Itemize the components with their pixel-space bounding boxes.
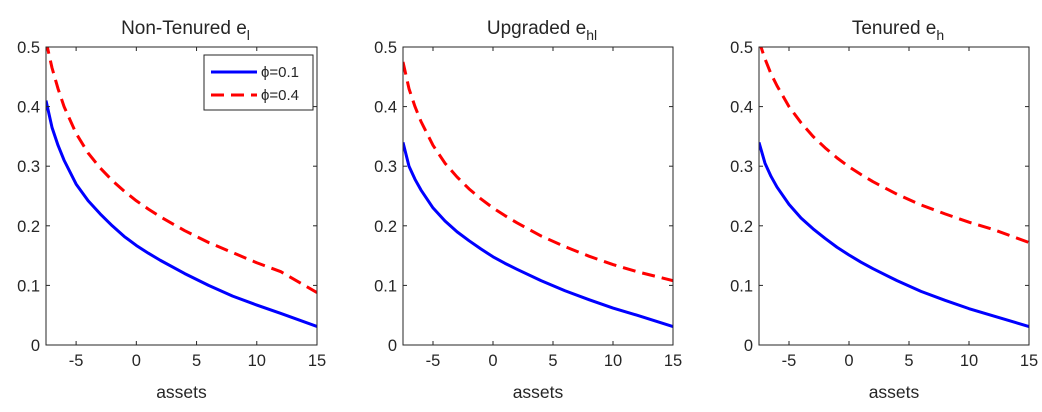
- y-tick-label: 0.2: [374, 218, 397, 236]
- y-tick-label: 0.5: [374, 39, 397, 57]
- y-tick-label: 0.3: [17, 158, 40, 176]
- x-axis-label: assets: [156, 382, 207, 402]
- panel-title: Non-Tenured el: [121, 18, 250, 43]
- x-tick-label: 0: [844, 352, 853, 370]
- y-tick-label: 0: [31, 337, 40, 355]
- panel-title-main: Upgraded e: [487, 18, 586, 39]
- y-tick-label: 0: [744, 337, 753, 355]
- legend-label-1: ϕ=0.1: [261, 64, 299, 81]
- axes-box: [402, 46, 674, 346]
- panel-3: -5 0 5 10 15 0 0.1 0.2 0.3 0.4 0.5 assets Tenured eh: [730, 18, 1038, 402]
- y-tick-label: 0.3: [374, 158, 397, 176]
- series-line-phi-0-1: [759, 141, 1029, 328]
- x-tick-label: 10: [248, 352, 266, 370]
- legend-label-2: ϕ=0.4: [261, 87, 299, 104]
- x-tick-label: 15: [664, 352, 682, 370]
- x-axis-label: assets: [513, 382, 564, 402]
- y-tick-label: 0.5: [17, 39, 40, 57]
- y-tick-label: 0.2: [17, 218, 40, 236]
- x-tick-label: 0: [488, 352, 497, 370]
- legend: ϕ=0.1 ϕ=0.4: [203, 54, 314, 111]
- y-tick-label: 0.4: [374, 99, 397, 117]
- x-tick-label: 5: [192, 352, 201, 370]
- panel-title-subscript: hl: [586, 27, 597, 43]
- series-line-phi-0-4: [759, 47, 1029, 244]
- x-tick-label: 5: [548, 352, 557, 370]
- y-tick-label: 0.4: [730, 99, 753, 117]
- x-tick-label: -5: [426, 352, 441, 370]
- x-tick-label: -5: [782, 352, 797, 370]
- y-tick-label: 0.1: [730, 277, 753, 295]
- panel-title-main: Non-Tenured e: [121, 18, 247, 39]
- y-tick-label: 0.1: [374, 277, 397, 295]
- panel-title-subscript: l: [247, 27, 250, 43]
- panel-1: -5 0 5 10 15 0 0.1 0.2 0.3 0.4 0.5 assets Non-Tenure…: [17, 18, 326, 402]
- y-tick-label: 0.4: [17, 99, 40, 117]
- x-tick-label: 10: [604, 352, 622, 370]
- x-tick-label: 10: [960, 352, 978, 370]
- axes-box: [45, 46, 318, 346]
- x-tick-label: 15: [1020, 352, 1038, 370]
- series-line-phi-0-4: [403, 61, 673, 283]
- x-tick-label: 0: [132, 352, 141, 370]
- x-tick-label: 5: [904, 352, 913, 370]
- y-tick-label: 0: [388, 337, 397, 355]
- panel-title-subscript: h: [936, 27, 944, 43]
- x-axis-label: assets: [869, 382, 920, 402]
- series-line-phi-0-1: [46, 100, 317, 328]
- panel-title: Tenured eh: [852, 18, 944, 43]
- y-tick-label: 0.1: [17, 277, 40, 295]
- panel-title: Upgraded ehl: [487, 18, 597, 43]
- x-tick-label: -5: [69, 352, 84, 370]
- y-tick-label: 0.3: [730, 158, 753, 176]
- axes-box: [758, 46, 1030, 346]
- x-tick-label: 15: [308, 352, 326, 370]
- panel-title-main: Tenured e: [852, 18, 937, 39]
- legend-box: [203, 54, 314, 111]
- panel-2: -5 0 5 10 15 0 0.1 0.2 0.3 0.4 0.5 assets Upgraded e…: [374, 18, 682, 402]
- series-line-phi-0-4: [46, 47, 317, 294]
- series-line-phi-0-1: [403, 141, 673, 328]
- y-tick-label: 0.5: [730, 39, 753, 57]
- y-tick-label: 0.2: [730, 218, 753, 236]
